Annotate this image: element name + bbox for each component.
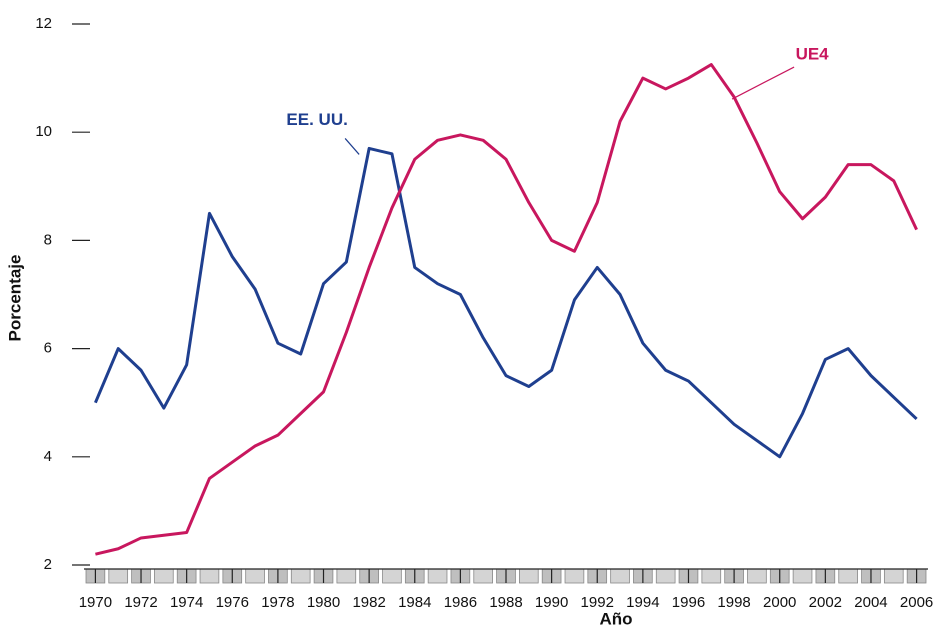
series-line: [95, 63, 918, 556]
x-tick-label: 1978: [261, 594, 294, 611]
x-tick-label: 2000: [763, 594, 796, 611]
axis-band-cell: [245, 568, 265, 584]
x-tick-label: 1990: [535, 594, 568, 611]
series-label: UE4: [796, 45, 830, 64]
y-tick-label: 4: [44, 448, 52, 465]
x-tick-label: 1998: [717, 594, 750, 611]
x-tick-label: 1988: [489, 594, 522, 611]
x-tick-label: 1976: [216, 594, 249, 611]
axis-band-cell: [427, 568, 448, 584]
y-axis-label: Porcentaje: [5, 255, 24, 342]
x-tick-label: 1992: [581, 594, 614, 611]
axis-band-cell: [701, 568, 722, 584]
label-leader: [731, 66, 795, 100]
x-tick-label: 2004: [854, 594, 887, 611]
axis-band-cell: [199, 568, 220, 584]
x-tick-label: 1982: [352, 594, 385, 611]
x-tick-label: 1996: [672, 594, 705, 611]
axis-band-cell: [519, 568, 539, 584]
axis-band-cell: [564, 568, 585, 584]
y-tick-label: 6: [44, 340, 52, 357]
x-tick-label: 1974: [170, 594, 203, 611]
x-tick-label: 1980: [307, 594, 340, 611]
y-tick-label: 10: [35, 123, 52, 140]
x-tick-label: 1970: [79, 594, 112, 611]
series-label: EE. UU.: [286, 110, 347, 129]
series-line: [94, 146, 918, 459]
x-tick-label: 2006: [900, 594, 933, 611]
x-tick-label: 1994: [626, 594, 659, 611]
axis-band-cell: [610, 568, 630, 584]
y-tick-label: 2: [44, 556, 52, 573]
axis-band-cell: [336, 568, 357, 584]
axis-band-cell: [290, 568, 311, 584]
axis-band-cell: [747, 568, 767, 584]
axis-band-cell: [154, 568, 174, 584]
y-tick-label: 8: [44, 231, 52, 248]
x-axis-label: Año: [599, 609, 632, 628]
axis-band-cell: [382, 568, 402, 584]
x-tick-label: 1984: [398, 594, 431, 611]
x-tick-label: 1986: [444, 594, 477, 611]
axis-band-cell: [108, 568, 129, 584]
y-tick-label: 12: [35, 15, 52, 32]
axis-band-cell: [655, 568, 676, 584]
axis-band-cell: [883, 568, 904, 584]
axis-band-cell: [792, 568, 813, 584]
axis-band-cell: [838, 568, 858, 584]
label-leader: [344, 138, 360, 155]
x-tick-label: 2002: [809, 594, 842, 611]
x-tick-label: 1972: [124, 594, 157, 611]
axis-band-cell: [473, 568, 493, 584]
